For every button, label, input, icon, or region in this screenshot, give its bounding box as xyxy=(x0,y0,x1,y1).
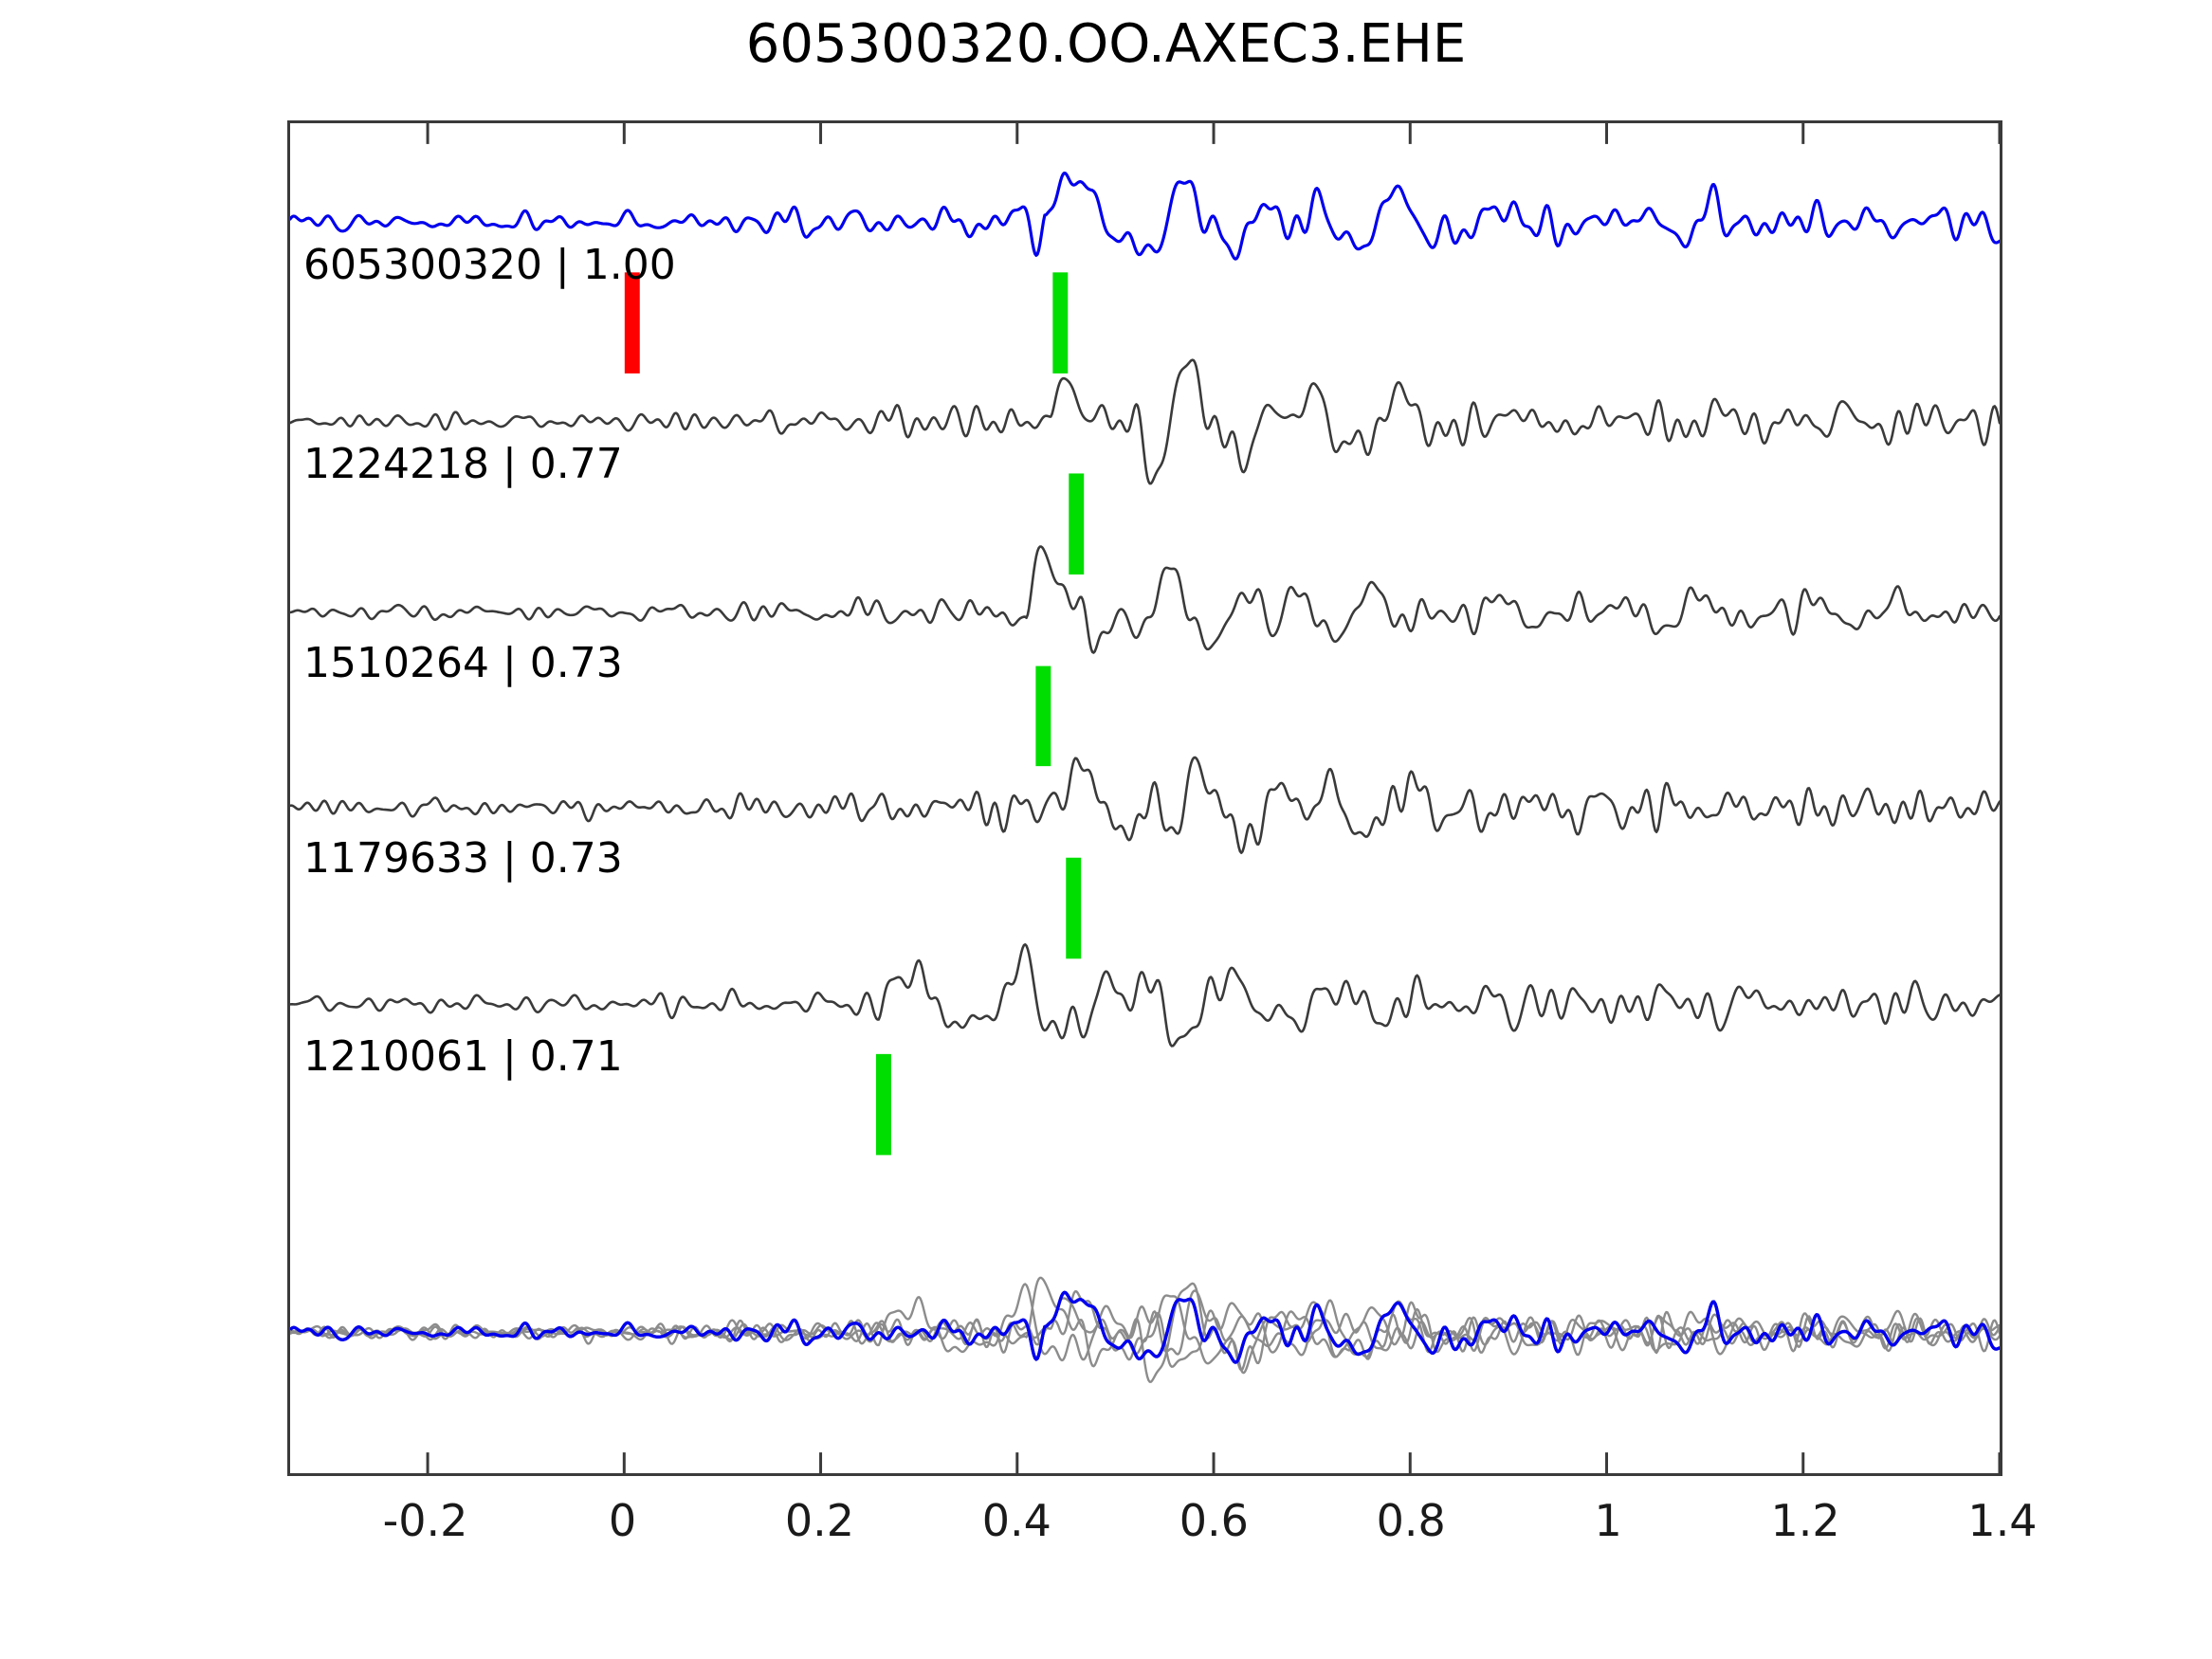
x-tick-label: 1.2 xyxy=(1770,1495,1840,1546)
plot-area xyxy=(287,120,2002,1476)
waveform-canvas xyxy=(290,123,2000,1473)
s-pick-marker xyxy=(875,1053,891,1156)
overlay-detection-trace xyxy=(290,1289,2000,1372)
overlay-template-trace xyxy=(290,1290,2000,1364)
s-pick-marker xyxy=(1069,473,1085,574)
waveform-trace xyxy=(290,545,2000,654)
x-tick-label: 1 xyxy=(1594,1495,1622,1546)
x-tick-label: 0.8 xyxy=(1376,1495,1446,1546)
waveform-trace xyxy=(290,358,2000,485)
page-title: 605300320.OO.AXEC3.EHE xyxy=(745,13,1467,75)
waveform-trace xyxy=(290,171,2000,261)
x-tick-label: 1.4 xyxy=(1967,1495,2038,1546)
x-tick-label: -0.2 xyxy=(382,1495,468,1546)
s-pick-marker xyxy=(1035,665,1051,767)
x-tick-label: 0 xyxy=(608,1495,637,1546)
s-pick-marker xyxy=(1066,857,1082,959)
x-tick-label: 0.6 xyxy=(1179,1495,1249,1546)
s-pick-marker xyxy=(1052,272,1069,374)
waveform-trace xyxy=(290,756,2000,854)
p-pick-marker xyxy=(624,272,640,374)
x-tick-label: 0.4 xyxy=(981,1495,1051,1546)
waveform-trace xyxy=(290,942,2000,1048)
x-tick-label: 0.2 xyxy=(784,1495,854,1546)
overlay-detection-trace xyxy=(290,1283,2000,1368)
